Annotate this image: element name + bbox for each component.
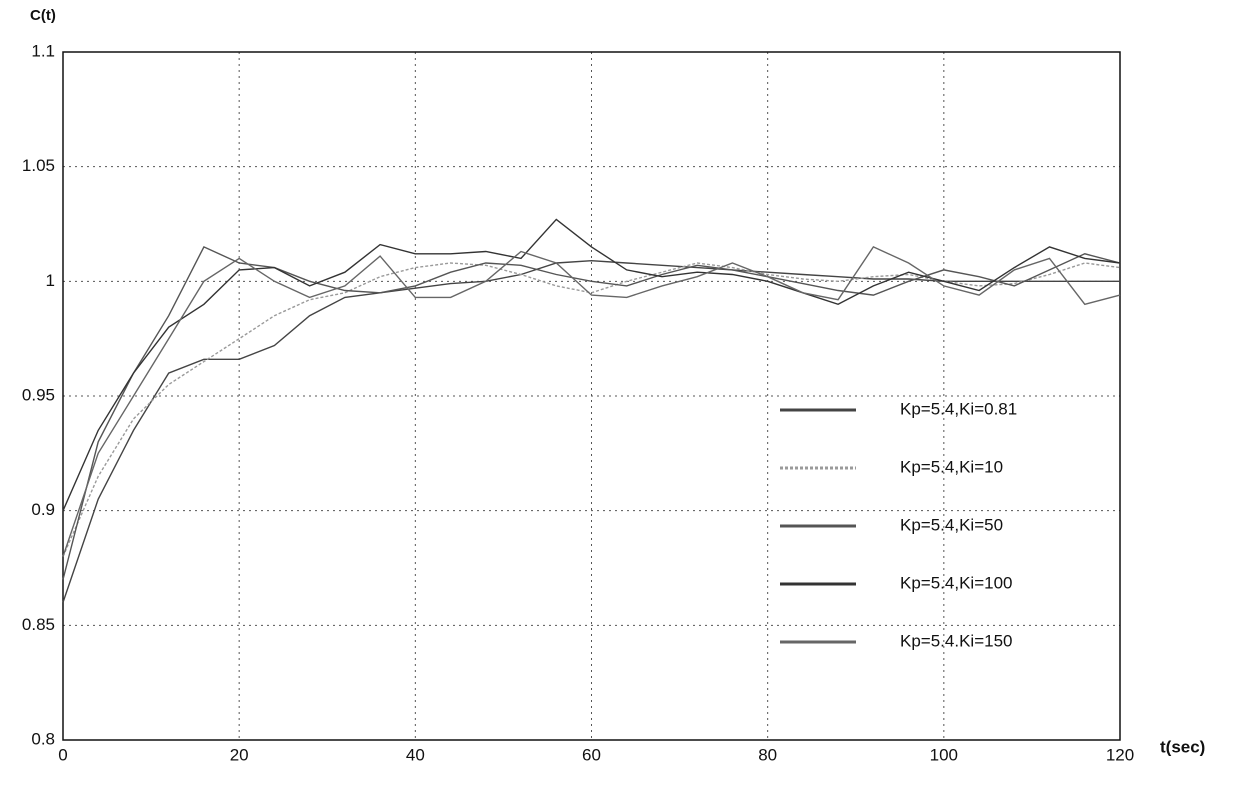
legend-label: Kp=5.4,Ki=100 [900,573,1012,592]
legend-label: Kp=5.4,Ki=10 [900,457,1003,476]
x-tick-label: 80 [758,745,777,764]
x-tick-label: 120 [1106,745,1134,764]
legend-label: Kp=5.4.Ki=150 [900,631,1012,650]
legend-label: Kp=5.4,Ki=50 [900,515,1003,534]
x-axis-label: t(sec) [1160,737,1205,756]
chart: C(t) t(sec) 0.8 0.85 0.9 0.95 1 1.05 1.1 0 20 40 6… [0,0,1236,785]
y-tick-label: 0.85 [22,615,55,634]
y-tick-label: 0.8 [31,729,55,748]
legend-label: Kp=5.4,Ki=0.81 [900,399,1017,418]
x-tick-label: 60 [582,745,601,764]
y-tick-label: 0.95 [22,385,55,404]
y-axis-label: C(t) [30,7,56,24]
x-tick-label: 20 [230,745,249,764]
x-tick-label: 100 [930,745,958,764]
x-tick-label: 40 [406,745,425,764]
y-tick-label: 0.9 [31,500,55,519]
y-tick-label: 1 [46,271,55,290]
x-tick-label: 0 [58,745,67,764]
y-tick-label: 1.1 [31,41,55,60]
y-tick-label: 1.05 [22,156,55,175]
